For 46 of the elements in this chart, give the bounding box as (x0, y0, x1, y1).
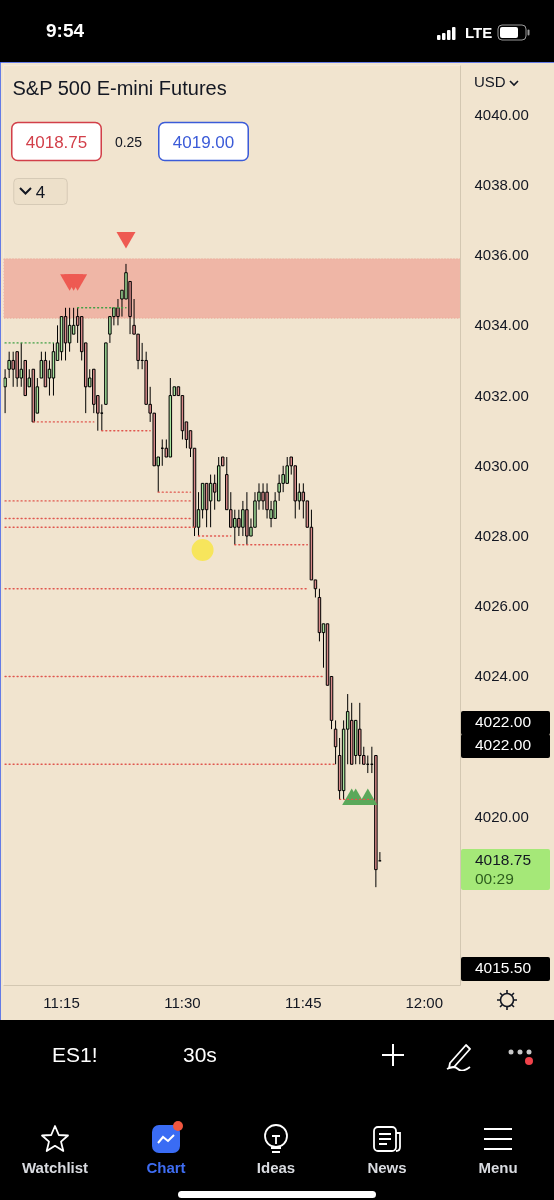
text: 4015.50 (475, 959, 532, 978)
candlestick (241, 500, 245, 537)
text: News (366, 1159, 408, 1177)
text: 30s (183, 1042, 217, 1068)
y-tick-label: 4036.00 (474, 246, 529, 264)
candlestick (233, 509, 237, 546)
y-tick-label: 4026.00 (474, 597, 529, 615)
y-tick-label: 4030.00 (474, 456, 529, 474)
y-tick-label: 4028.00 (474, 527, 529, 545)
x-tick-label: 11:30 (164, 993, 201, 1011)
candlestick (237, 509, 241, 537)
text: S&P 500 E-mini Futures (12, 76, 227, 99)
x-tick-label: 11:45 (285, 993, 322, 1011)
y-tick-label: 4038.00 (474, 175, 529, 193)
y-tick-label: 4040.00 (474, 105, 529, 123)
text: ES1! (52, 1042, 98, 1068)
annotation: 0.25 (114, 133, 143, 150)
y-tick-label: 4020.00 (474, 807, 529, 825)
point (116, 232, 136, 249)
y-tick-label: 4024.00 (474, 667, 529, 685)
annotation: 4 (35, 182, 46, 202)
text: LTE (465, 24, 493, 42)
text: USD (474, 73, 506, 91)
text: 9:54 (46, 20, 85, 43)
candlestick (11, 351, 15, 388)
y-tick-label: 4034.00 (474, 316, 529, 334)
x-tick-label: 12:00 (405, 993, 444, 1011)
candlestick (261, 482, 265, 511)
text: 4022.00 (475, 736, 532, 755)
annotation: 4018.75 (25, 132, 88, 152)
text: 00:29 (475, 870, 514, 889)
candlestick (7, 351, 11, 379)
annotation: 4019.00 (172, 132, 235, 152)
text: Watchlist (20, 1159, 90, 1177)
point (191, 539, 214, 562)
text: Chart (145, 1159, 187, 1177)
text: Ideas (255, 1159, 297, 1177)
x-tick-label: 11:15 (43, 993, 80, 1011)
candlestick (67, 307, 72, 353)
candlestick (116, 298, 120, 326)
text: 4022.00 (475, 713, 532, 732)
candlestick (277, 474, 281, 502)
text: Menu (477, 1159, 519, 1177)
text: 4018.75 (475, 851, 532, 870)
candlestick (3, 368, 7, 414)
y-tick-label: 4032.00 (474, 386, 529, 404)
